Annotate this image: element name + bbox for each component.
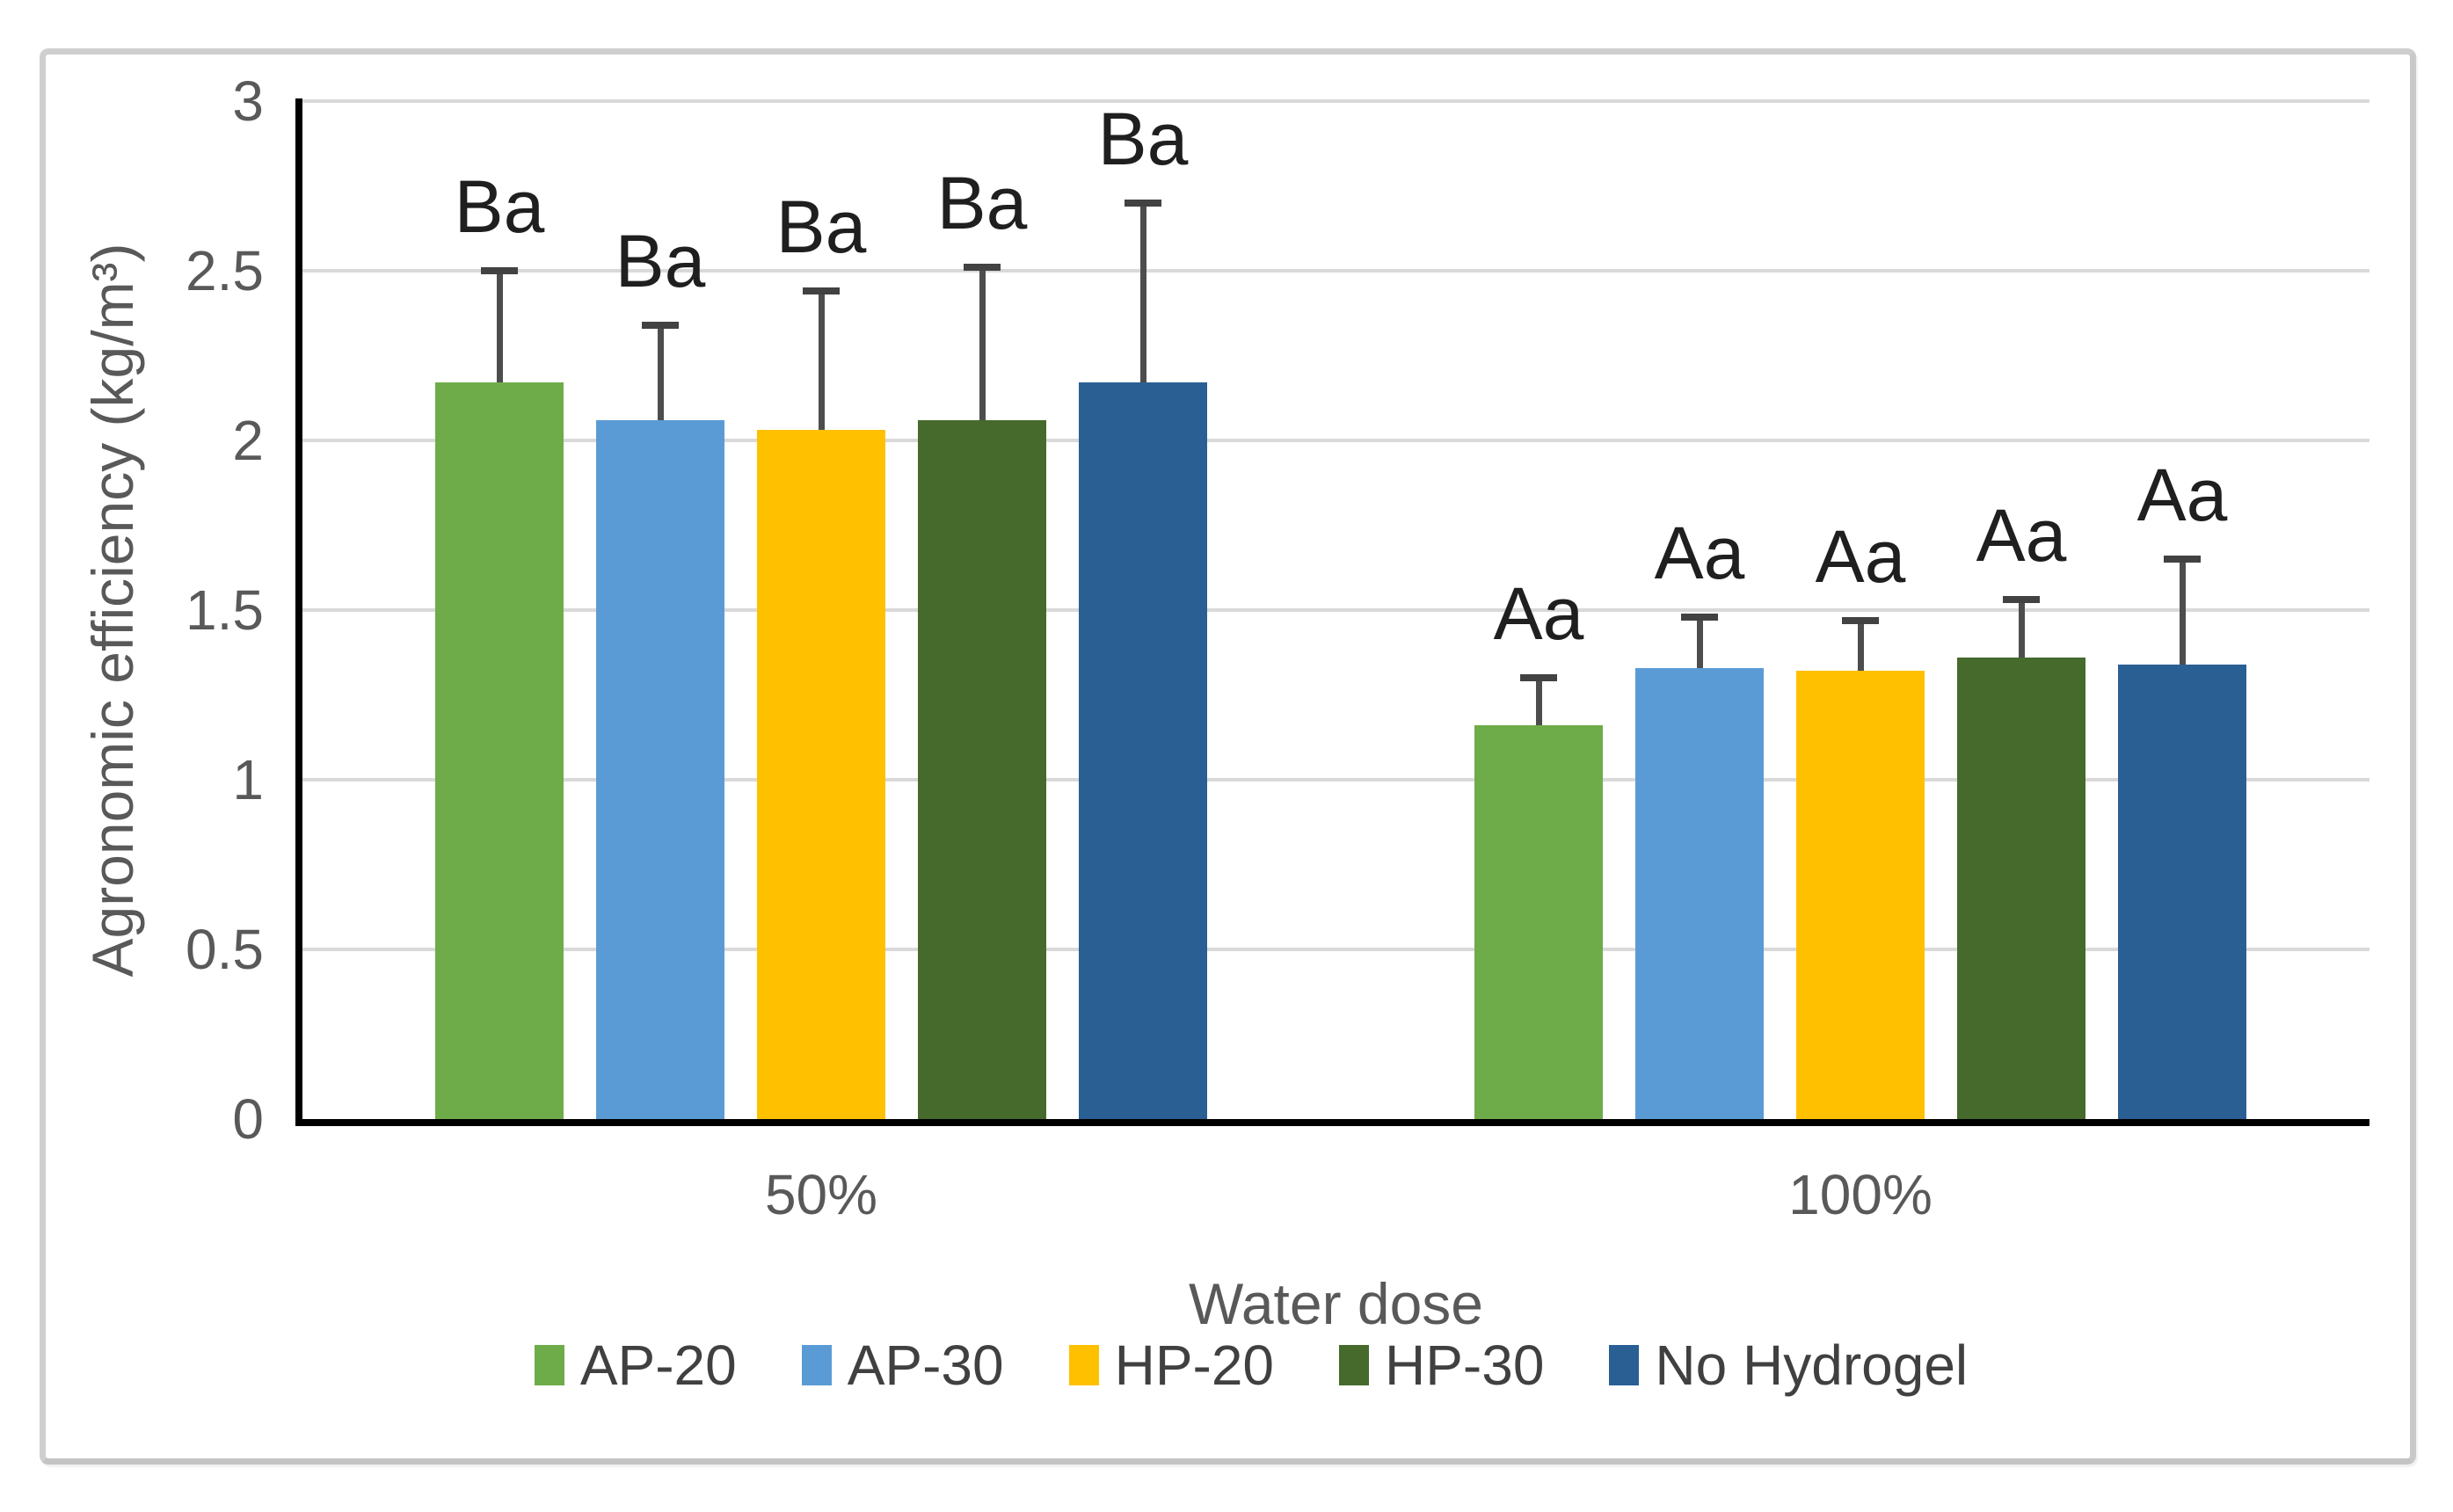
bar — [2118, 664, 2246, 1119]
error-cap — [2164, 556, 2201, 563]
legend-swatch-icon — [1339, 1345, 1370, 1385]
error-cap — [803, 287, 840, 295]
significance-label: Aa — [1976, 494, 2067, 578]
error-cap — [642, 321, 679, 329]
y-tick-label: 1.5 — [186, 578, 264, 642]
legend-label: AP-20 — [579, 1334, 737, 1397]
y-tick-label: 1 — [232, 748, 264, 811]
error-cap — [481, 267, 518, 274]
gridline — [302, 269, 2369, 273]
significance-label: Ba — [454, 165, 545, 248]
significance-label: Ba — [936, 162, 1028, 245]
y-tick-label: 2.5 — [186, 239, 264, 302]
legend-label: HP-20 — [1114, 1334, 1275, 1397]
legend-label: HP-30 — [1385, 1334, 1545, 1397]
gridline — [302, 439, 2369, 442]
error-bar — [2179, 559, 2186, 665]
legend-item: AP-20 — [534, 1333, 737, 1398]
x-axis-line — [295, 1119, 2369, 1126]
significance-label: Ba — [615, 219, 706, 302]
y-tick-label: 0 — [232, 1087, 264, 1151]
significance-label: Ba — [1097, 97, 1189, 180]
significance-label: Aa — [2136, 454, 2228, 537]
x-axis-title: Water dose — [1188, 1271, 1484, 1336]
bar — [596, 419, 724, 1119]
error-bar — [818, 291, 825, 431]
category-label: 100% — [1788, 1163, 1933, 1226]
error-cap — [1681, 613, 1718, 621]
error-cap — [1520, 674, 1557, 682]
error-bar — [496, 271, 503, 383]
legend: AP-20 AP-30 HP-20 HP-30 No Hydrogel — [25, 1333, 2453, 1398]
error-bar — [2018, 600, 2025, 658]
legend-label: AP-30 — [847, 1334, 1004, 1397]
bar — [1957, 658, 2085, 1119]
significance-label: Aa — [1493, 572, 1584, 656]
y-tick-label: 0.5 — [186, 918, 264, 981]
gridline — [302, 608, 2369, 612]
y-axis-line — [295, 98, 302, 1126]
bar — [1796, 671, 1925, 1119]
bar — [1635, 667, 1764, 1119]
y-tick-label: 2 — [232, 409, 264, 472]
category-label: 50% — [764, 1163, 878, 1226]
error-bar — [1535, 678, 1542, 726]
legend-item: HP-30 — [1339, 1333, 1544, 1398]
error-bar — [657, 324, 664, 420]
bar — [1079, 382, 1207, 1119]
legend-item: AP-30 — [801, 1333, 1004, 1398]
error-cap — [964, 264, 1001, 272]
bar — [1474, 725, 1603, 1119]
gridline — [302, 778, 2369, 781]
significance-label: Ba — [775, 185, 867, 269]
legend-swatch-icon — [801, 1345, 832, 1385]
error-bar — [1696, 616, 1703, 668]
error-cap — [1842, 616, 1879, 624]
error-bar — [979, 267, 986, 420]
gridline — [302, 99, 2369, 103]
bar — [435, 382, 564, 1119]
y-tick-label: 3 — [232, 69, 264, 133]
legend-swatch-icon — [1068, 1345, 1099, 1385]
bar — [918, 419, 1046, 1119]
legend-item: No Hydrogel — [1609, 1333, 1968, 1398]
y-axis-title: Agronomic efficiency (kg/m³) — [80, 243, 145, 978]
bar — [757, 430, 885, 1119]
error-bar — [1857, 620, 1864, 672]
significance-label: Aa — [1654, 511, 1745, 594]
error-cap — [2003, 596, 2040, 604]
gridline — [302, 948, 2369, 951]
legend-label: No Hydrogel — [1655, 1334, 1969, 1397]
error-cap — [1125, 199, 1161, 207]
error-bar — [1139, 202, 1146, 383]
significance-label: Aa — [1815, 514, 1906, 598]
legend-swatch-icon — [1609, 1345, 1640, 1385]
legend-swatch-icon — [534, 1345, 564, 1385]
legend-item: HP-20 — [1068, 1333, 1275, 1398]
